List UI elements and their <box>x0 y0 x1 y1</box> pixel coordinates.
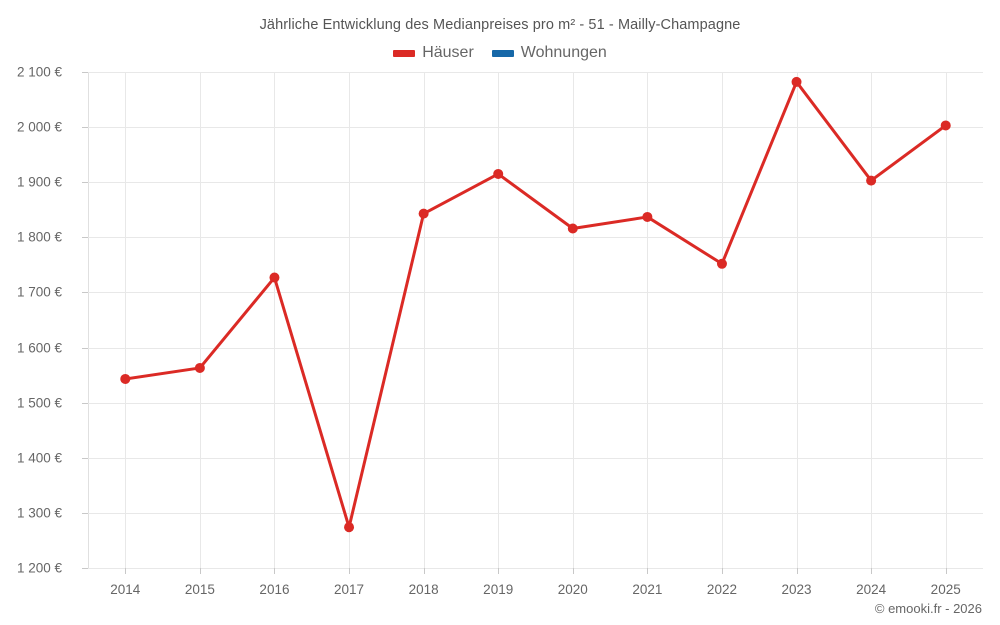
chart-title: Jährliche Entwicklung des Medianpreises … <box>259 17 741 33</box>
gridline-horizontal <box>88 347 983 349</box>
gridline-vertical <box>274 72 276 568</box>
legend-swatch-wohnungen <box>491 49 514 57</box>
x-axis-tick-label: 2020 <box>557 582 588 597</box>
data-point[interactable] <box>642 211 653 222</box>
gridline-vertical <box>871 72 873 568</box>
gridline-horizontal <box>88 127 983 129</box>
y-axis-tick-mark <box>82 182 88 184</box>
footer-credit: © emooki.fr - 2026 <box>874 601 982 616</box>
gridline-horizontal <box>88 402 983 404</box>
gridline-vertical <box>498 72 500 568</box>
y-axis-tick-mark <box>82 237 88 239</box>
legend-item-haeuser[interactable]: Häuser <box>393 44 474 62</box>
x-axis-tick-mark <box>647 568 649 574</box>
x-axis-tick-mark <box>721 568 723 574</box>
plot-area: 1 200 € 1 300 € 1 400 € 1 500 € 1 600 € 1 700… <box>17 65 983 597</box>
legend-label-haeuser: Häuser <box>422 44 474 61</box>
x-axis-tick-label: 2024 <box>856 582 887 597</box>
x-axis-tick-label: 2023 <box>781 582 812 597</box>
gridline-horizontal <box>88 457 983 459</box>
gridline-horizontal <box>88 568 983 569</box>
gridline-vertical <box>423 72 425 568</box>
x-axis-tick-mark <box>796 568 798 574</box>
y-axis-tick-label: 1 800 € <box>16 229 62 245</box>
data-point[interactable] <box>493 168 504 179</box>
x-axis-tick-label: 2025 <box>930 582 961 597</box>
gridline-vertical <box>349 72 351 568</box>
gridline-vertical <box>647 72 649 568</box>
gridline-horizontal <box>88 72 983 73</box>
x-axis-tick-mark <box>423 568 425 574</box>
y-axis-tick-label: 1 700 € <box>16 284 62 300</box>
gridline-vertical <box>199 72 201 568</box>
data-point[interactable] <box>120 373 131 384</box>
y-axis-tick-label: 1 600 € <box>16 340 62 356</box>
gridline-vertical <box>796 72 798 568</box>
y-axis-tick-mark <box>82 127 88 129</box>
gridline-vertical <box>721 72 723 568</box>
x-axis-tick-mark <box>125 568 127 574</box>
y-axis-tick-label: 1 900 € <box>16 174 62 190</box>
data-point[interactable] <box>567 223 578 234</box>
x-axis-tick-label: 2015 <box>184 582 215 597</box>
x-axis-tick-label: 2021 <box>632 582 663 597</box>
gridline-vertical <box>945 72 947 568</box>
data-point[interactable] <box>269 272 280 283</box>
x-axis-tick-label: 2014 <box>110 582 141 597</box>
y-axis-tick-label: 1 200 € <box>16 560 62 576</box>
legend-label-wohnungen: Wohnungen <box>520 44 607 61</box>
gridline-horizontal <box>88 182 983 184</box>
x-axis-tick-mark <box>871 568 873 574</box>
data-point[interactable] <box>791 76 802 87</box>
legend-item-wohnungen[interactable]: Wohnungen <box>491 44 607 62</box>
y-axis-tick-mark <box>82 292 88 294</box>
x-axis-tick-label: 2016 <box>259 582 290 597</box>
data-point[interactable] <box>194 362 205 373</box>
gridline-horizontal <box>88 237 983 239</box>
series-plot <box>120 76 951 533</box>
y-axis-tick-label: 2 100 € <box>16 64 62 80</box>
data-point[interactable] <box>866 175 877 186</box>
x-axis-tick-label: 2017 <box>334 582 365 597</box>
gridline-horizontal <box>88 292 983 294</box>
x-axis-tick-mark <box>945 568 947 574</box>
data-point[interactable] <box>344 522 355 533</box>
y-axis-tick-mark <box>82 512 88 514</box>
x-axis-tick-mark <box>498 568 500 574</box>
legend-swatch-haeuser <box>393 49 416 57</box>
x-axis-tick-mark <box>274 568 276 574</box>
y-axis-tick-mark <box>82 457 88 459</box>
data-point[interactable] <box>940 120 951 131</box>
x-axis-tick-mark <box>199 568 201 574</box>
x-axis-tick-label: 2019 <box>483 582 514 597</box>
y-axis-tick-mark <box>82 72 88 73</box>
gridline-horizontal <box>88 512 983 514</box>
x-axis-tick-mark <box>572 568 574 574</box>
chart-legend: Häuser Wohnungen <box>0 44 1000 62</box>
data-point[interactable] <box>418 208 429 219</box>
x-axis-tick-mark <box>349 568 351 574</box>
y-axis-tick-mark <box>82 402 88 404</box>
y-axis-tick-label: 1 500 € <box>16 395 62 411</box>
y-axis-tick-mark <box>82 347 88 349</box>
x-axis-tick-label: 2022 <box>706 582 737 597</box>
data-point[interactable] <box>716 258 727 269</box>
y-axis-tick-label: 1 300 € <box>16 505 62 521</box>
gridline-vertical <box>125 72 127 568</box>
y-axis-tick-mark <box>82 568 88 569</box>
y-axis-tick-label: 2 000 € <box>16 119 62 135</box>
series-line-häuser <box>123 80 948 529</box>
y-axis-line <box>88 72 89 568</box>
y-axis-tick-label: 1 400 € <box>16 450 62 466</box>
gridline-vertical <box>572 72 574 568</box>
x-axis-tick-label: 2018 <box>408 582 439 597</box>
